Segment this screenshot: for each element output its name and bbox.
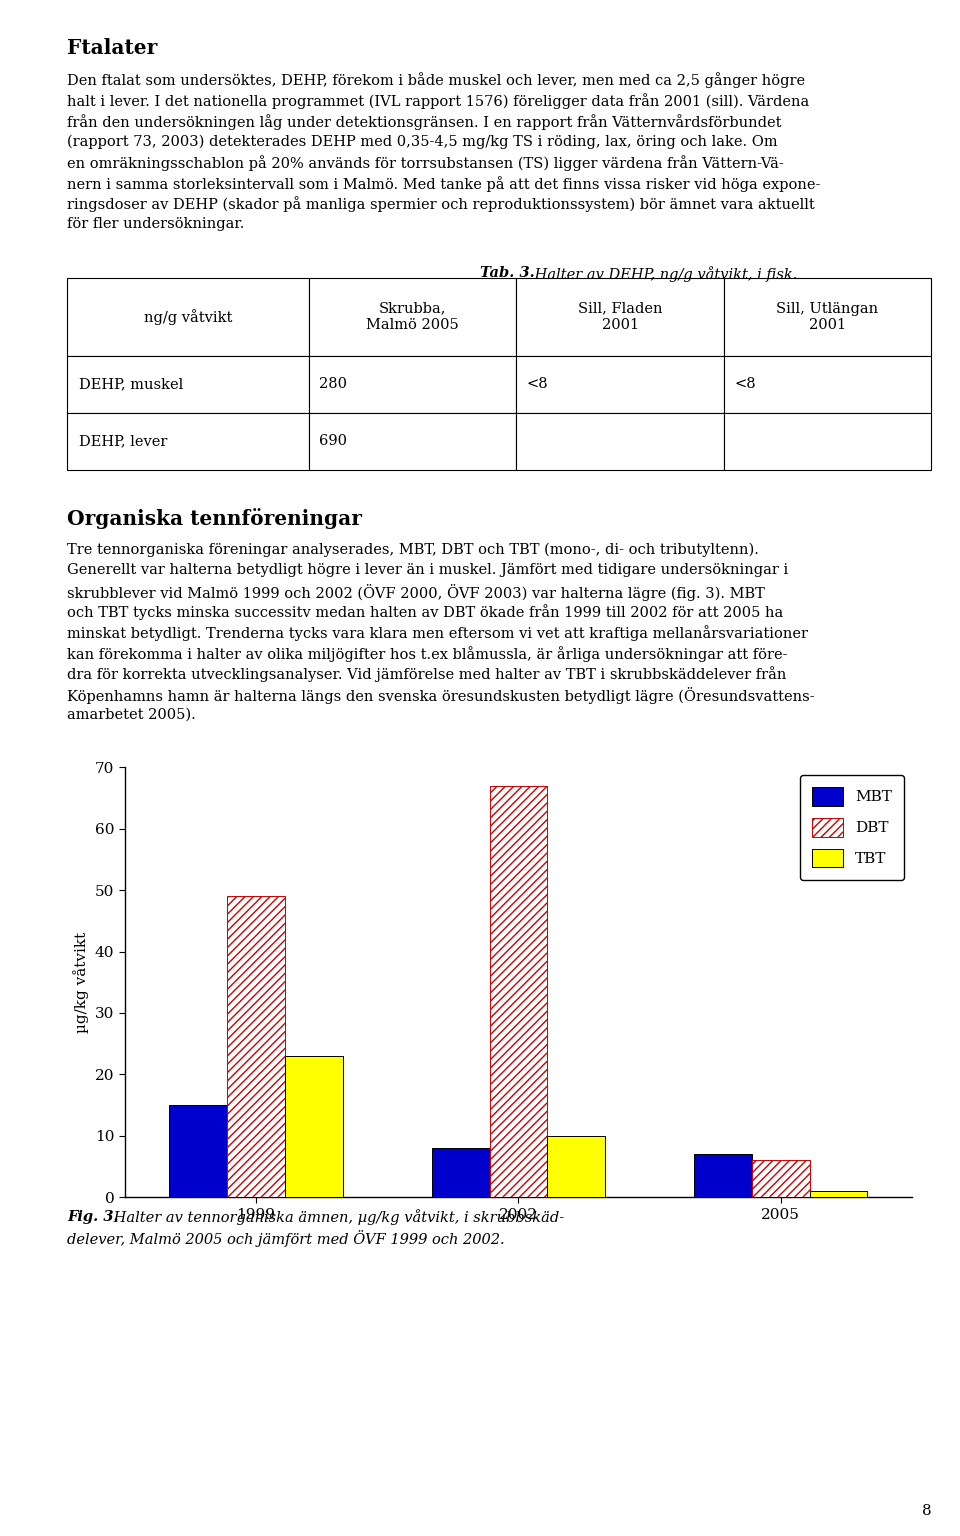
Text: ringsdoser av DEHP (skador på manliga spermier och reproduktionssystem) bör ämne: ringsdoser av DEHP (skador på manliga sp… xyxy=(67,197,815,212)
Bar xyxy=(547,1135,605,1197)
Text: (rapport 73, 2003) detekterades DEHP med 0,35-4,5 mg/kg TS i röding, lax, öring : (rapport 73, 2003) detekterades DEHP med… xyxy=(67,134,778,149)
Bar xyxy=(285,1055,343,1197)
Text: Halter av tennorganiska ämnen, µg/kg våtvikt, i skrubbskäd-: Halter av tennorganiska ämnen, µg/kg våt… xyxy=(109,1209,564,1226)
Text: amarbetet 2005).: amarbetet 2005). xyxy=(67,708,196,722)
Text: dra för korrekta utvecklingsanalyser. Vid jämförelse med halter av TBT i skrubbs: dra för korrekta utvecklingsanalyser. Vi… xyxy=(67,667,786,682)
Y-axis label: µg/kg våtvikt: µg/kg våtvikt xyxy=(74,932,89,1032)
Text: Den ftalat som undersöktes, DEHP, förekom i både muskel och lever, men med ca 2,: Den ftalat som undersöktes, DEHP, föreko… xyxy=(67,72,805,88)
Text: från den undersökningen låg under detektionsgränsen. I en rapport från Vätternvå: från den undersökningen låg under detekt… xyxy=(67,114,781,129)
Bar xyxy=(694,1154,752,1197)
Bar xyxy=(809,1190,868,1197)
Bar xyxy=(228,895,285,1197)
Text: Tre tennorganiska föreningar analyserades, MBT, DBT och TBT (mono-, di- och trib: Tre tennorganiska föreningar analyserade… xyxy=(67,542,759,556)
Legend: MBT, DBT, TBT: MBT, DBT, TBT xyxy=(801,774,904,880)
Text: Organiska tennföreningar: Organiska tennföreningar xyxy=(67,508,362,530)
Text: 8: 8 xyxy=(922,1504,931,1518)
Bar xyxy=(169,1104,228,1197)
Text: Köpenhamns hamn är halterna längs den svenska öresundskusten betydligt lägre (Ör: Köpenhamns hamn är halterna längs den sv… xyxy=(67,687,815,705)
Text: skrubblever vid Malmö 1999 och 2002 (ÖVF 2000, ÖVF 2003) var halterna lägre (fig: skrubblever vid Malmö 1999 och 2002 (ÖVF… xyxy=(67,584,765,601)
Text: delever, Malmö 2005 och jämfört med ÖVF 1999 och 2002.: delever, Malmö 2005 och jämfört med ÖVF … xyxy=(67,1230,505,1247)
Bar xyxy=(752,1160,809,1197)
Text: minskat betydligt. Trenderna tycks vara klara men eftersom vi vet att kraftiga m: minskat betydligt. Trenderna tycks vara … xyxy=(67,625,808,641)
Text: halt i lever. I det nationella programmet (IVL rapport 1576) föreligger data frå: halt i lever. I det nationella programme… xyxy=(67,92,809,109)
Bar xyxy=(490,785,547,1197)
Text: Ftalater: Ftalater xyxy=(67,38,157,58)
Text: Fig. 3.: Fig. 3. xyxy=(67,1209,119,1224)
Text: Tab. 3.: Tab. 3. xyxy=(480,266,535,280)
Text: Generellt var halterna betydligt högre i lever än i muskel. Jämfört med tidigare: Generellt var halterna betydligt högre i… xyxy=(67,562,788,578)
Text: för fler undersökningar.: för fler undersökningar. xyxy=(67,217,245,232)
Text: en omräkningsschablon på 20% används för torrsubstansen (TS) ligger värdena från: en omräkningsschablon på 20% används för… xyxy=(67,155,784,170)
Text: nern i samma storleksintervall som i Malmö. Med tanke på att det finns vissa ris: nern i samma storleksintervall som i Mal… xyxy=(67,175,821,192)
Text: Halter av DEHP, ng/g våtvikt, i fisk.: Halter av DEHP, ng/g våtvikt, i fisk. xyxy=(530,266,798,281)
Bar xyxy=(432,1147,490,1197)
Text: kan förekomma i halter av olika miljögifter hos t.ex blåmussla, är årliga unders: kan förekomma i halter av olika miljögif… xyxy=(67,645,788,662)
Text: och TBT tycks minska successitv medan halten av DBT ökade från 1999 till 2002 fö: och TBT tycks minska successitv medan ha… xyxy=(67,604,783,621)
